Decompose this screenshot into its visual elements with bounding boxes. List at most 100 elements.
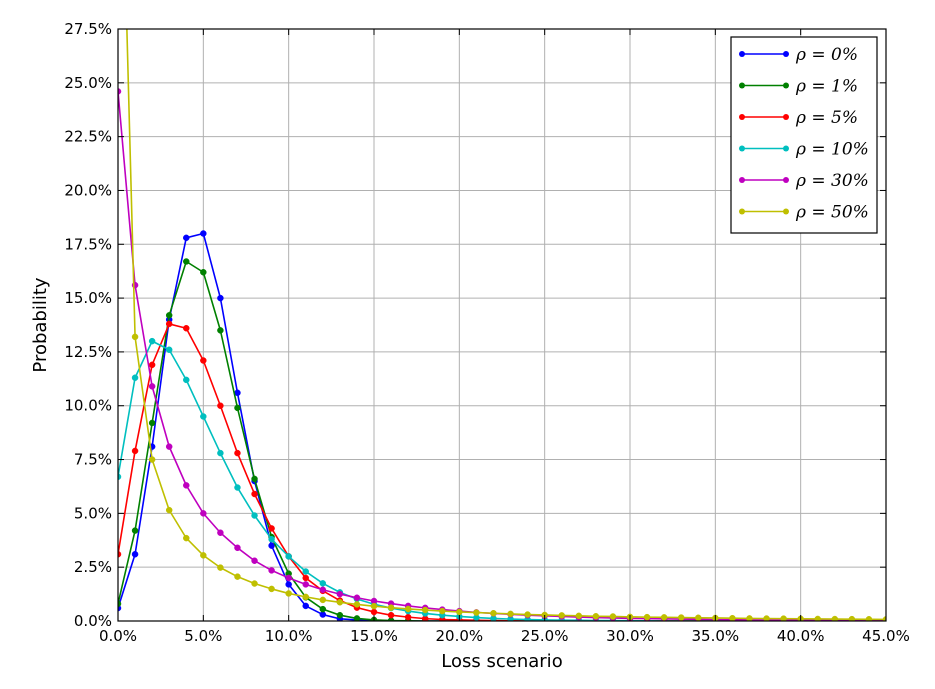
legend-marker	[739, 208, 745, 215]
data-point	[200, 552, 207, 559]
data-point	[234, 404, 241, 412]
legend-label: ρ = 1%	[795, 77, 858, 97]
data-point	[404, 605, 412, 613]
data-point	[387, 604, 395, 611]
tick-labels: 0.0% 5.0% 10.0% 15.0% 20.0% 25.0% 30.0% 35.0% 40…	[64, 20, 909, 645]
series-line	[126, 29, 886, 621]
data-point	[217, 294, 224, 302]
data-point	[165, 443, 173, 450]
data-point	[251, 475, 258, 483]
data-point	[183, 534, 190, 542]
data-point	[268, 535, 275, 543]
data-point	[148, 456, 156, 463]
data-point	[695, 614, 702, 621]
data-point	[217, 529, 224, 536]
data-point	[302, 568, 309, 575]
data-point	[336, 590, 344, 598]
data-point	[234, 484, 241, 491]
data-point	[217, 449, 224, 457]
y-tick-label: 7.5%	[74, 451, 112, 469]
data-point	[165, 320, 173, 328]
data-point	[848, 615, 856, 621]
data-point	[490, 610, 497, 617]
data-point	[302, 593, 309, 601]
data-point	[183, 482, 190, 489]
data-point	[148, 383, 156, 390]
data-point	[319, 580, 327, 587]
data-point	[131, 527, 139, 534]
data-point	[353, 594, 361, 602]
x-tick-label: 15.0%	[350, 627, 398, 645]
data-point	[370, 602, 378, 610]
data-point	[575, 612, 583, 620]
data-point	[302, 602, 309, 610]
data-point	[183, 234, 190, 242]
y-tick-label: 5.0%	[74, 504, 112, 522]
x-axis-title: Loss scenario	[441, 651, 562, 672]
data-point	[302, 574, 309, 582]
y-tick-label: 15.0%	[64, 289, 112, 307]
data-point	[421, 606, 429, 614]
data-point	[251, 490, 258, 498]
data-point	[251, 557, 258, 564]
data-point	[285, 574, 292, 582]
data-point	[285, 590, 292, 597]
x-tick-label: 25.0%	[521, 627, 569, 645]
legend-marker	[783, 82, 789, 89]
data-point	[118, 88, 122, 95]
x-tick-label: 0.0%	[99, 627, 137, 645]
data-point	[319, 611, 327, 618]
x-tick-label: 40.0%	[777, 627, 825, 645]
data-point	[473, 609, 480, 616]
data-point	[780, 615, 787, 621]
data-point	[268, 525, 275, 532]
y-tick-label: 17.5%	[64, 235, 112, 253]
x-tick-label: 45.0%	[862, 627, 910, 645]
data-point	[217, 402, 224, 409]
data-point	[677, 614, 685, 621]
series-5	[126, 29, 886, 621]
data-point	[200, 510, 207, 517]
data-point	[285, 581, 292, 588]
data-point	[118, 600, 122, 608]
data-point	[609, 613, 617, 620]
y-tick-label: 22.5%	[64, 128, 112, 146]
data-point	[234, 573, 241, 580]
legend-label: ρ = 10%	[795, 140, 869, 160]
data-point	[268, 567, 275, 574]
data-point	[165, 312, 173, 319]
data-point	[131, 333, 139, 341]
data-point	[387, 611, 395, 619]
data-point	[285, 553, 292, 560]
data-point	[558, 612, 565, 619]
data-point	[148, 419, 156, 427]
legend-marker	[783, 114, 789, 120]
x-tick-label: 10.0%	[265, 627, 313, 645]
legend-marker	[739, 114, 745, 120]
legend-marker	[783, 208, 789, 215]
data-point	[131, 447, 139, 455]
data-point	[439, 607, 446, 615]
data-point	[183, 258, 190, 265]
legend-marker	[739, 82, 745, 89]
data-point	[268, 542, 275, 549]
data-point	[319, 605, 327, 613]
legend-marker	[739, 145, 745, 152]
data-point	[319, 586, 327, 594]
data-point	[118, 473, 122, 481]
data-point	[165, 506, 173, 514]
legend-marker	[739, 177, 745, 183]
data-point	[234, 449, 241, 457]
data-point	[148, 361, 156, 369]
data-point	[336, 611, 344, 619]
data-point	[200, 230, 207, 237]
legend-label: ρ = 0%	[795, 45, 858, 65]
data-point	[131, 374, 139, 381]
x-tick-label: 5.0%	[184, 627, 222, 645]
data-point	[814, 615, 821, 621]
legend-marker	[783, 177, 789, 183]
y-tick-label: 27.5%	[64, 20, 112, 38]
y-tick-label: 2.5%	[74, 558, 112, 576]
legend-label: ρ = 30%	[795, 171, 869, 191]
